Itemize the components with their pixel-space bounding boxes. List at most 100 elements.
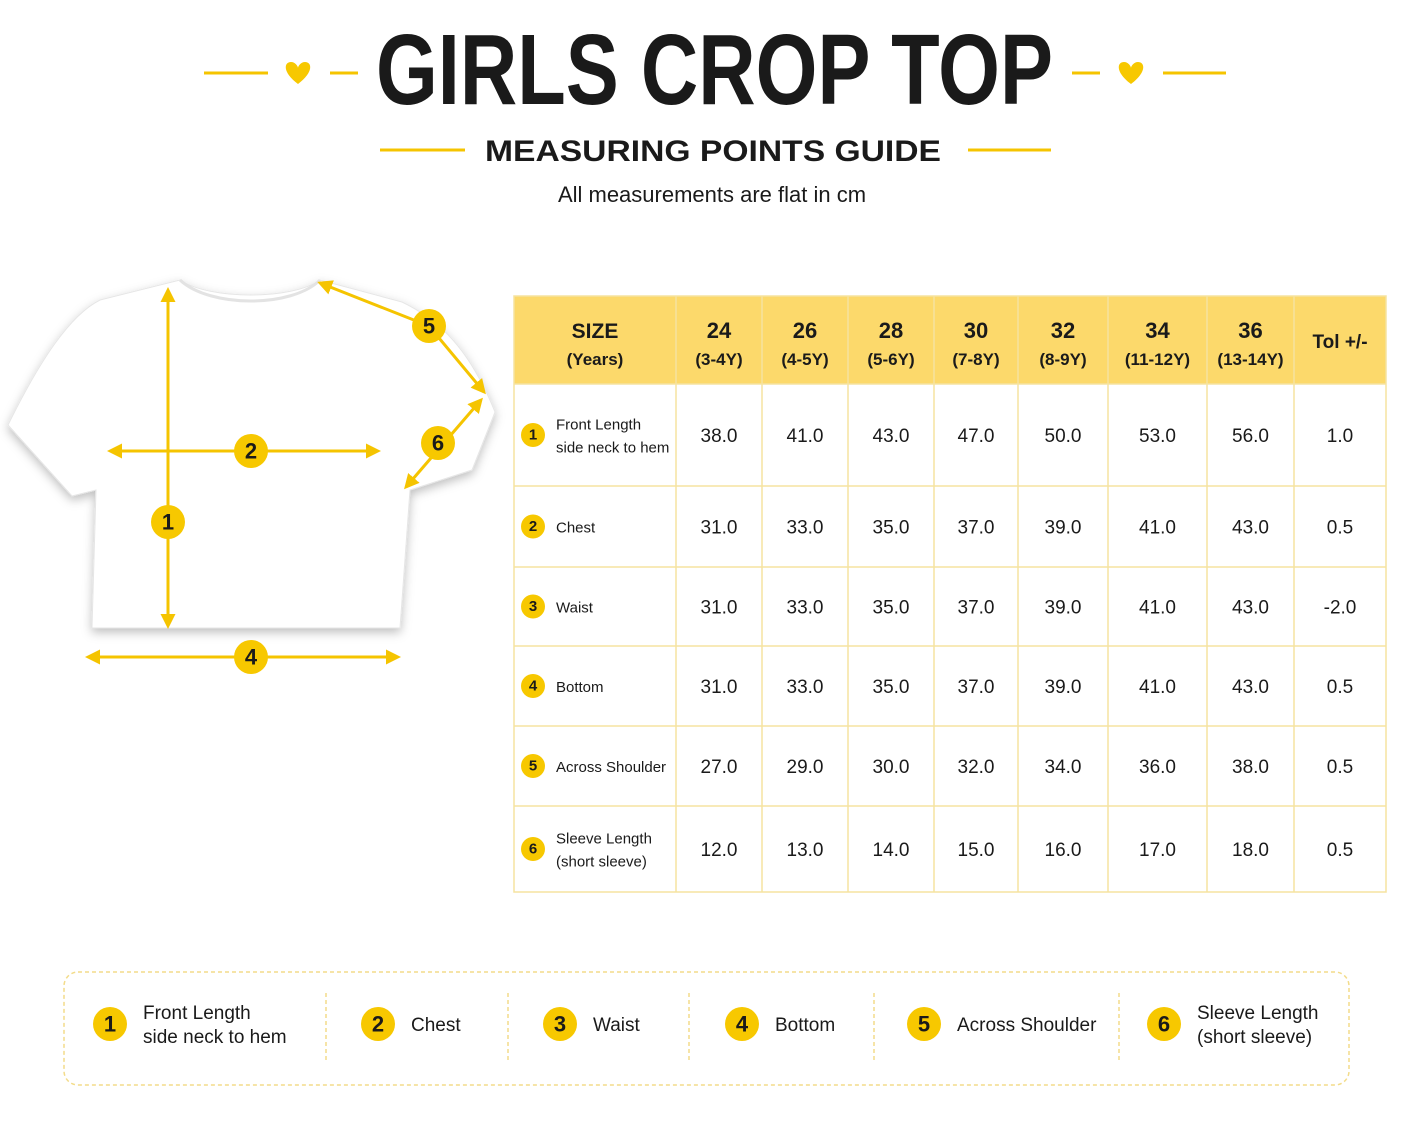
cell-value: 47.0 — [958, 426, 995, 447]
cell-value: 43.0 — [1232, 598, 1269, 619]
legend-label: Front Length — [143, 1003, 251, 1024]
legend-label: Chest — [411, 1015, 461, 1036]
cell-tolerance: 0.5 — [1327, 518, 1353, 539]
cell-value: 17.0 — [1139, 840, 1176, 861]
number-badge — [412, 309, 446, 343]
number-badge — [521, 754, 545, 778]
cell-value: 39.0 — [1045, 598, 1082, 619]
legend-label: Across Shoulder — [957, 1015, 1097, 1036]
row-name: Sleeve Length — [556, 831, 652, 848]
badge-number: 5 — [529, 758, 537, 775]
number-badge — [521, 594, 545, 619]
badge-number: 2 — [372, 1012, 384, 1037]
number-badge — [1147, 1007, 1181, 1041]
cell-value: 50.0 — [1045, 426, 1082, 447]
header-size-value: 26 — [793, 318, 817, 343]
cell-value: 37.0 — [958, 518, 995, 539]
badge-number: 1 — [529, 427, 537, 444]
subtitle: MEASURING POINTS GUIDE — [485, 135, 941, 168]
row-name: Front Length — [556, 417, 641, 434]
cell-value: 33.0 — [787, 518, 824, 539]
cell-value: 13.0 — [787, 840, 824, 861]
cell-value: 41.0 — [1139, 518, 1176, 539]
header-bg — [514, 296, 1386, 384]
header-age: (3-4Y) — [695, 350, 742, 369]
row-name: side neck to hem — [556, 440, 669, 457]
cell-value: 41.0 — [787, 426, 824, 447]
header: GIRLS CROP TOP MEASURING POINTS GUIDE Al… — [204, 14, 1226, 207]
badge-number: 5 — [423, 314, 435, 339]
note: All measurements are flat in cm — [558, 182, 866, 207]
header-size-value: 30 — [964, 318, 988, 343]
cell-value: 37.0 — [958, 677, 995, 698]
row-name: Across Shoulder — [556, 759, 666, 776]
cell-value: 38.0 — [1232, 757, 1269, 778]
shirt-diagram: 1 2 4 5 6 — [7, 278, 496, 674]
number-badge — [725, 1007, 759, 1041]
badge-number: 1 — [162, 510, 174, 535]
cell-tolerance: -2.0 — [1324, 598, 1357, 619]
cell-value: 33.0 — [787, 598, 824, 619]
row-name: (short sleeve) — [556, 854, 647, 871]
row-name: Bottom — [556, 679, 604, 696]
cell-value: 32.0 — [958, 757, 995, 778]
number-badge — [234, 640, 268, 674]
cell-value: 34.0 — [1045, 757, 1082, 778]
cell-tolerance: 1.0 — [1327, 426, 1353, 447]
legend: 1 Front Length side neck to hem 2 Chest 3 Wais… — [63, 971, 1350, 1086]
badge-number: 2 — [529, 518, 537, 535]
table-border — [513, 295, 1387, 893]
number-badge — [93, 1007, 127, 1041]
number-badge — [521, 837, 545, 861]
cell-value: 41.0 — [1139, 677, 1176, 698]
badge-number: 4 — [245, 645, 258, 670]
cell-value: 56.0 — [1232, 426, 1269, 447]
cell-value: 16.0 — [1045, 840, 1082, 861]
header-age: (7-8Y) — [952, 350, 999, 369]
badge-number: 4 — [529, 678, 538, 695]
badge-number: 5 — [918, 1012, 930, 1037]
cell-value: 31.0 — [701, 598, 738, 619]
cell-value: 30.0 — [873, 757, 910, 778]
header-tolerance: Tol +/- — [1312, 332, 1367, 353]
cell-tolerance: 0.5 — [1327, 677, 1353, 698]
header-years: (Years) — [567, 350, 624, 369]
cell-value: 31.0 — [701, 518, 738, 539]
header-age: (13-14Y) — [1217, 350, 1283, 369]
badge-number: 1 — [104, 1012, 116, 1037]
cell-value: 35.0 — [873, 518, 910, 539]
header-age: (11-12Y) — [1125, 350, 1190, 369]
number-badge — [521, 674, 545, 698]
cell-value: 33.0 — [787, 677, 824, 698]
cell-value: 36.0 — [1139, 757, 1176, 778]
cell-tolerance: 0.5 — [1327, 840, 1353, 861]
cell-value: 39.0 — [1045, 677, 1082, 698]
cell-value: 35.0 — [873, 677, 910, 698]
cell-value: 39.0 — [1045, 518, 1082, 539]
legend-label: side neck to hem — [143, 1027, 287, 1048]
cell-value: 43.0 — [1232, 677, 1269, 698]
legend-label: Bottom — [775, 1015, 835, 1036]
cell-value: 53.0 — [1139, 426, 1176, 447]
number-badge — [543, 1007, 577, 1041]
cell-value: 43.0 — [873, 426, 910, 447]
number-badge — [151, 505, 185, 539]
number-badge — [907, 1007, 941, 1041]
cell-value: 31.0 — [701, 677, 738, 698]
title: GIRLS CROP TOP — [376, 14, 1053, 126]
badge-number: 3 — [554, 1012, 566, 1037]
cell-tolerance: 0.5 — [1327, 757, 1353, 778]
header-size-value: 28 — [879, 318, 903, 343]
number-badge — [234, 434, 268, 468]
cell-value: 43.0 — [1232, 518, 1269, 539]
cell-value: 12.0 — [701, 840, 738, 861]
cell-value: 14.0 — [873, 840, 910, 861]
number-badge — [361, 1007, 395, 1041]
cell-value: 18.0 — [1232, 840, 1269, 861]
badge-number: 3 — [529, 598, 537, 615]
cell-value: 27.0 — [701, 757, 738, 778]
row-name: Chest — [556, 520, 596, 537]
cell-value: 35.0 — [873, 598, 910, 619]
cell-value: 15.0 — [958, 840, 995, 861]
